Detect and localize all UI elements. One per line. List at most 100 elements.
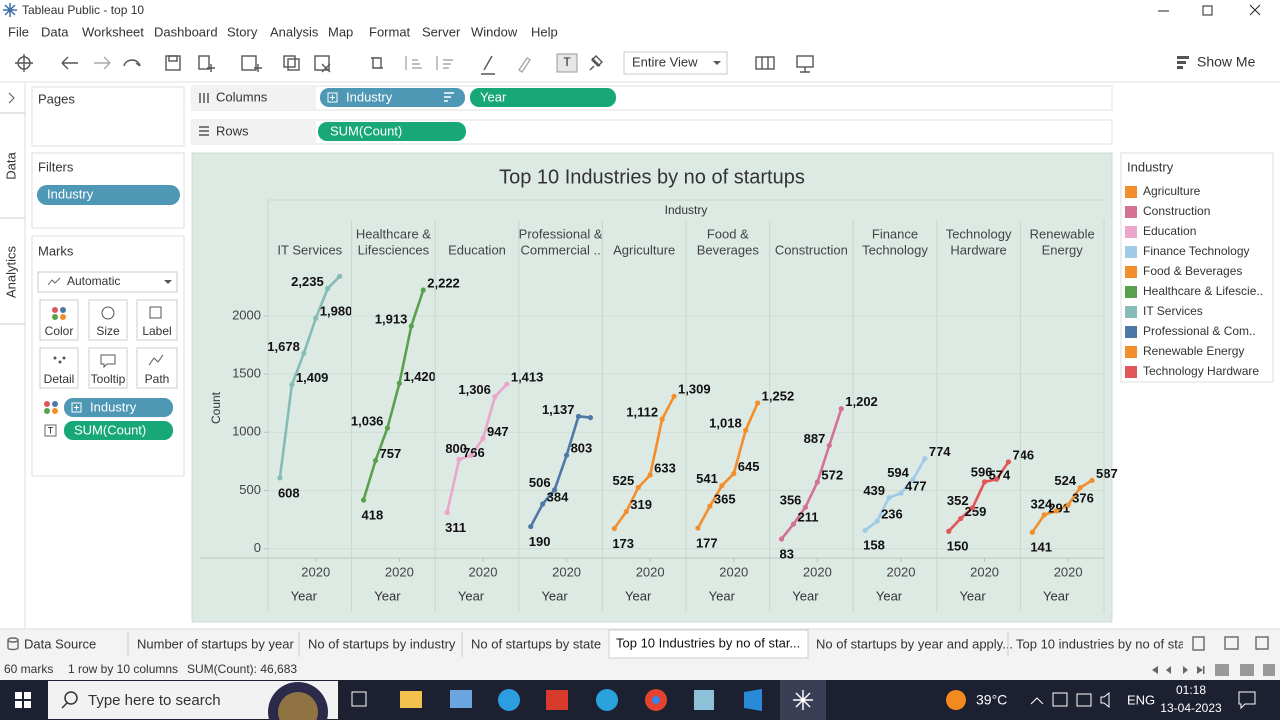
sheet-tab[interactable]: No of startups by state bbox=[471, 636, 601, 651]
point bbox=[659, 416, 665, 422]
y-axis-title: Count bbox=[209, 391, 223, 424]
legend-label[interactable]: Healthcare & Lifescie.. bbox=[1143, 284, 1263, 298]
panel-header: Technology bbox=[862, 242, 928, 257]
data-label: 1,137 bbox=[542, 402, 575, 417]
redo[interactable] bbox=[94, 56, 111, 70]
point bbox=[372, 457, 379, 464]
sheet-nav[interactable] bbox=[1150, 666, 1205, 674]
legend-label[interactable]: Finance Technology bbox=[1143, 244, 1250, 258]
marks-pill[interactable] bbox=[64, 398, 173, 417]
duplicate[interactable] bbox=[283, 55, 300, 71]
notifications[interactable] bbox=[1238, 691, 1256, 710]
undo[interactable] bbox=[61, 56, 78, 70]
filter-pill[interactable] bbox=[37, 185, 180, 205]
toolbar-icon[interactable] bbox=[123, 59, 141, 67]
menu-item[interactable]: Server bbox=[422, 24, 461, 39]
highlight[interactable] bbox=[481, 55, 495, 75]
mark-button[interactable] bbox=[136, 347, 178, 389]
data-source-tab[interactable]: Data Source bbox=[24, 636, 96, 651]
point bbox=[731, 471, 737, 477]
data-label: 150 bbox=[947, 539, 969, 554]
pin[interactable] bbox=[589, 55, 603, 71]
legend-label[interactable]: Agriculture bbox=[1143, 184, 1201, 198]
menu-item[interactable]: Help bbox=[531, 24, 558, 39]
point bbox=[635, 484, 641, 491]
series-line bbox=[947, 461, 1010, 533]
save[interactable] bbox=[165, 55, 181, 71]
side-tab[interactable]: Analytics bbox=[3, 245, 18, 298]
active-tab[interactable] bbox=[608, 629, 809, 659]
legend bbox=[1120, 152, 1274, 383]
menu-item[interactable]: Worksheet bbox=[82, 24, 144, 39]
menu-item[interactable]: Dashboard bbox=[154, 24, 218, 39]
data-label: 541 bbox=[696, 471, 718, 486]
data-label: 158 bbox=[863, 538, 885, 553]
presentation[interactable] bbox=[796, 55, 814, 73]
shelf-pill[interactable] bbox=[470, 88, 616, 107]
legend-label[interactable]: IT Services bbox=[1143, 304, 1203, 318]
toolbar-icon[interactable] bbox=[198, 55, 215, 72]
data-label: 324 bbox=[1031, 496, 1053, 511]
point bbox=[360, 497, 367, 503]
data-label: 1,309 bbox=[678, 382, 711, 397]
shelf-pill[interactable] bbox=[318, 122, 466, 141]
sort-asc[interactable] bbox=[405, 56, 422, 70]
sheet-tab[interactable]: No of startups by year and apply... bbox=[816, 636, 1013, 651]
legend-label[interactable]: Education bbox=[1143, 224, 1196, 238]
cards[interactable] bbox=[755, 56, 775, 70]
data-label: 1,306 bbox=[458, 382, 491, 397]
panel-header: Renewable bbox=[1030, 226, 1095, 241]
menu-item[interactable]: Format bbox=[369, 24, 411, 39]
menu-item[interactable]: Window bbox=[471, 24, 518, 39]
panel-header: Finance bbox=[872, 226, 918, 241]
sort-desc[interactable] bbox=[436, 56, 453, 70]
data-label: 572 bbox=[821, 468, 843, 483]
pill-text: SUM(Count) bbox=[74, 422, 146, 437]
mark-button[interactable] bbox=[39, 299, 79, 341]
sheet-tab[interactable]: Top 10 Industries by no of star... bbox=[616, 635, 800, 650]
menu-item[interactable]: Story bbox=[227, 24, 258, 39]
menu-item[interactable]: File bbox=[8, 24, 29, 39]
menu-item[interactable]: Data bbox=[41, 24, 69, 39]
swap[interactable] bbox=[371, 57, 383, 69]
legend-label[interactable]: Construction bbox=[1143, 204, 1210, 218]
chart-title: Top 10 Industries by no of startups bbox=[499, 166, 805, 188]
legend-label[interactable]: Renewable Energy bbox=[1143, 344, 1244, 358]
legend-label[interactable]: Food & Beverages bbox=[1143, 264, 1242, 278]
side-tab[interactable]: Data bbox=[3, 152, 18, 180]
data-label: 2,235 bbox=[291, 274, 324, 289]
point bbox=[719, 483, 725, 489]
status-text: 60 marks bbox=[4, 662, 53, 676]
start-button[interactable] bbox=[15, 692, 31, 708]
expand-arrow[interactable] bbox=[8, 92, 15, 104]
weather-icon[interactable] bbox=[946, 690, 966, 710]
new-sheet[interactable] bbox=[241, 55, 262, 72]
panel-header: Lifesciences bbox=[358, 242, 430, 257]
view-select[interactable] bbox=[623, 51, 728, 75]
side-tab-bar bbox=[0, 83, 25, 628]
sheet-tab[interactable]: Number of startups by year bbox=[137, 636, 294, 651]
legend-label[interactable]: Professional & Com.. bbox=[1143, 324, 1256, 338]
shelf-pill[interactable] bbox=[320, 88, 465, 107]
tray-icons[interactable] bbox=[1030, 691, 1110, 709]
x-axis-title: Year bbox=[876, 588, 903, 603]
show-labels[interactable] bbox=[556, 53, 578, 73]
clear[interactable] bbox=[314, 55, 331, 73]
x-axis-title: Year bbox=[374, 588, 401, 603]
sheet-tab[interactable]: No of startups by industry bbox=[308, 636, 456, 651]
window-controls[interactable] bbox=[1158, 4, 1261, 16]
toolbar-icon[interactable] bbox=[15, 54, 33, 72]
legend-label[interactable]: Technology Hardware bbox=[1143, 364, 1259, 378]
mark-type-select[interactable] bbox=[37, 271, 178, 293]
group[interactable] bbox=[518, 57, 531, 73]
menu-item[interactable]: Map bbox=[328, 24, 353, 39]
menu-item[interactable]: Analysis bbox=[270, 24, 319, 39]
data-label: 746 bbox=[1012, 447, 1034, 462]
taskbar-apps[interactable] bbox=[351, 680, 826, 720]
x-axis-title: Year bbox=[541, 588, 568, 603]
show-me[interactable]: Show Me bbox=[1177, 54, 1256, 70]
sheet-tab[interactable]: Top 10 industries by no of start bbox=[1016, 636, 1193, 651]
mark-button[interactable] bbox=[39, 347, 79, 389]
toolbar: T Entire View Show Me bbox=[0, 51, 1280, 83]
marks-pill[interactable] bbox=[64, 421, 173, 440]
